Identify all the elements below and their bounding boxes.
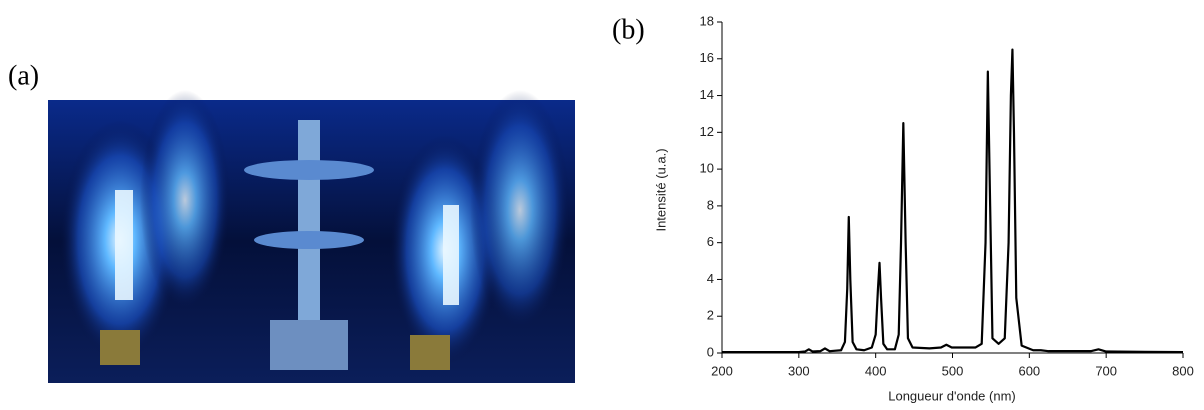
y-tick-label: 8 bbox=[707, 197, 714, 212]
x-axis-title: Longueur d'onde (nm) bbox=[888, 388, 1016, 403]
y-axis-title: Intensité (u.a.) bbox=[653, 148, 668, 231]
spectrum-line bbox=[722, 48, 1184, 354]
photo bbox=[48, 90, 575, 383]
y-tick-label: 16 bbox=[700, 50, 714, 65]
y-tick-label: 4 bbox=[707, 271, 714, 286]
x-tick-label: 700 bbox=[1095, 363, 1117, 378]
y-tick-label: 12 bbox=[700, 124, 714, 139]
x-tick-label: 300 bbox=[788, 363, 810, 378]
y-tick-label: 0 bbox=[707, 344, 714, 359]
panel-label: (b) bbox=[612, 14, 645, 45]
y-tick-label: 2 bbox=[707, 308, 714, 323]
panel-label: (a) bbox=[8, 60, 39, 91]
x-tick-label: 500 bbox=[942, 363, 964, 378]
x-tick-label: 200 bbox=[711, 363, 733, 378]
y-tick-label: 14 bbox=[700, 87, 714, 102]
x-tick-label: 800 bbox=[1172, 363, 1194, 378]
x-tick-label: 600 bbox=[1018, 363, 1040, 378]
y-tick-label: 18 bbox=[700, 13, 714, 28]
y-tick-label: 6 bbox=[707, 234, 714, 249]
x-tick-label: 400 bbox=[865, 363, 887, 378]
y-tick-label: 10 bbox=[700, 161, 714, 176]
